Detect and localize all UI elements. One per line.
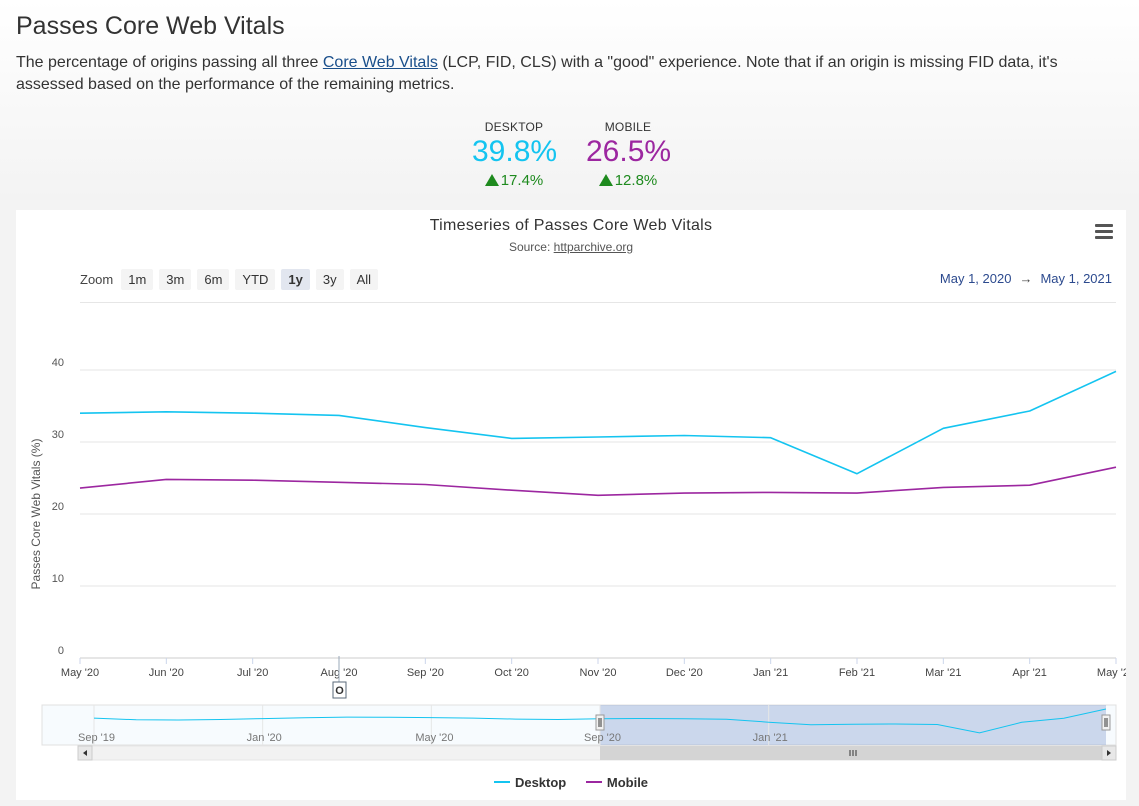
- y-tick-label: 20: [52, 501, 64, 513]
- mobile-value: 26.5%: [586, 135, 672, 168]
- y-tick-label: 0: [58, 645, 64, 657]
- annotation-flag-label: O: [335, 685, 344, 697]
- zoom-3y-button[interactable]: 3y: [315, 269, 344, 290]
- navigator-tick-label: Jan '20: [247, 732, 282, 744]
- chart-subtitle: Source: httparchive.org: [16, 240, 1126, 254]
- zoom-1m-button[interactable]: 1m: [121, 269, 154, 290]
- mobile-label: MOBILE: [604, 120, 652, 134]
- page-description: The percentage of origins passing all th…: [16, 52, 1116, 96]
- date-range: May 1, 2020 → May 1, 2021: [940, 271, 1112, 286]
- zoom-all-button[interactable]: All: [349, 269, 379, 290]
- range-arrow: →: [1019, 271, 1033, 286]
- navigator-tick-label: Jan '21: [753, 732, 788, 744]
- annotation-flag[interactable]: [332, 681, 347, 699]
- x-tick-label: May '21: [1097, 667, 1126, 679]
- zoom-separator: [80, 302, 1116, 303]
- mobile-summary: MOBILE 26.5% 12.8%: [586, 120, 672, 189]
- navigator-tick-label: Sep '20: [584, 732, 621, 744]
- x-tick-label: Oct '20: [494, 667, 529, 679]
- zoom-1y-button[interactable]: 1y: [281, 269, 310, 290]
- legend-item-mobile[interactable]: Mobile: [585, 775, 649, 790]
- desktop-summary: DESKTOP 39.8% 17.4%: [472, 120, 558, 189]
- navigator-selection[interactable]: [600, 705, 1106, 745]
- description-text-before: The percentage of origins passing all th…: [16, 54, 323, 71]
- legend: Desktop Mobile: [16, 775, 1126, 790]
- chart-title: Timeseries of Passes Core Web Vitals: [429, 217, 713, 234]
- y-tick-label: 30: [52, 429, 64, 441]
- chevron-left-icon: [83, 750, 87, 756]
- series-line-mobile[interactable]: [79, 466, 1117, 497]
- source-link[interactable]: httparchive.org: [553, 240, 634, 254]
- legend-item-desktop[interactable]: Desktop: [493, 775, 567, 790]
- plot-area: 0 10 20 30 40 Passes Core Web Vitals (%) May '…: [29, 357, 1126, 761]
- page-title: Passes Core Web Vitals: [16, 12, 285, 40]
- legend-swatch-desktop: [493, 781, 510, 783]
- x-tick-label: Jul '20: [237, 667, 268, 679]
- up-triangle-icon: [484, 174, 499, 186]
- zoom-label: Zoom: [80, 272, 114, 287]
- zoom-ytd-button[interactable]: YTD: [235, 269, 276, 290]
- chart-container: Timeseries of Passes Core Web Vitals Sou…: [16, 210, 1126, 800]
- mobile-change: 12.8%: [586, 172, 670, 189]
- hamburger-menu-icon[interactable]: [1095, 224, 1113, 240]
- range-to[interactable]: May 1, 2021: [1040, 271, 1112, 286]
- y-tick-label: 40: [52, 357, 64, 369]
- description-text-after: (LCP, FID, CLS) with a "good" experience…: [16, 54, 1058, 93]
- navigator-tick-label: Sep '19: [78, 732, 115, 744]
- navigator-background: [41, 704, 1117, 746]
- mobile-change-value: 12.8%: [614, 172, 658, 189]
- x-tick-label: Sep '20: [407, 667, 444, 679]
- desktop-change-value: 17.4%: [500, 172, 544, 189]
- zoom-3m-button[interactable]: 3m: [159, 269, 192, 290]
- x-tick-label: Mar '21: [925, 667, 961, 679]
- y-axis-title: Passes Core Web Vitals (%): [29, 439, 43, 590]
- up-triangle-icon: [598, 174, 613, 186]
- desktop-value: 39.8%: [472, 135, 558, 168]
- legend-label-desktop: Desktop: [514, 775, 567, 790]
- zoom-6m-button[interactable]: 6m: [197, 269, 230, 290]
- chart-subtitle-prefix: Source:: [508, 240, 554, 254]
- navigator-tick-label: May '20: [415, 732, 453, 744]
- x-tick-label: Jun '20: [149, 667, 184, 679]
- x-tick-label: Jan '21: [753, 667, 788, 679]
- range-from[interactable]: May 1, 2020: [939, 271, 1012, 286]
- zoom-controls: Zoom 1m 3m 6m YTD 1y 3y All: [80, 269, 384, 290]
- desktop-change: 17.4%: [472, 172, 556, 189]
- navigator-left-handle[interactable]: [595, 714, 605, 731]
- navigator-right-handle[interactable]: [1101, 714, 1111, 731]
- x-tick-label: Dec '20: [666, 667, 703, 679]
- legend-label-mobile: Mobile: [606, 775, 649, 790]
- x-tick-label: Apr '21: [1012, 667, 1047, 679]
- core-web-vitals-link[interactable]: Core Web Vitals: [322, 54, 438, 71]
- chevron-right-icon: [1107, 750, 1111, 756]
- legend-swatch-mobile: [585, 781, 602, 783]
- y-tick-label: 10: [52, 573, 64, 585]
- x-tick-label: May '20: [61, 667, 99, 679]
- x-tick-label: Feb '21: [839, 667, 875, 679]
- series-line-desktop[interactable]: [79, 370, 1117, 475]
- x-tick-label: Nov '20: [580, 667, 617, 679]
- desktop-label: DESKTOP: [484, 120, 544, 134]
